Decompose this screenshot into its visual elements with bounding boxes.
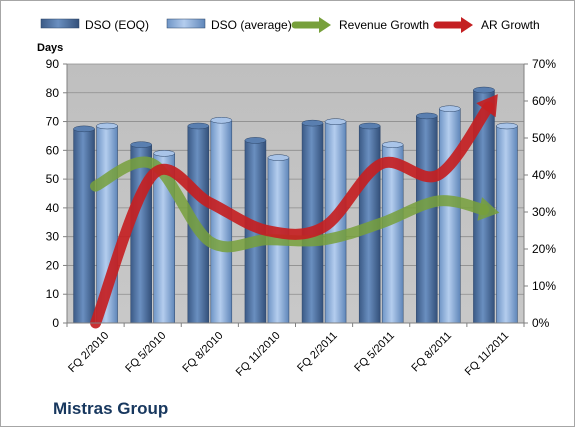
bar-cap (267, 154, 290, 161)
bar-cap (73, 125, 95, 133)
bar (496, 125, 518, 324)
series-arrowhead (477, 197, 500, 221)
right-tick-label: 40% (532, 168, 556, 182)
x-tick-label: FQ 2/2011 (295, 330, 340, 375)
left-tick-label: 80 (46, 86, 60, 100)
right-tick-label: 20% (532, 242, 556, 256)
right-tick-label: 60% (532, 94, 556, 108)
legend-label: AR Growth (481, 18, 540, 32)
legend-swatch (166, 18, 206, 29)
bar-cap (187, 122, 210, 130)
bar (73, 128, 95, 324)
series-line (90, 156, 490, 253)
left-tick-label: 10 (46, 287, 60, 301)
bar-cap (473, 86, 495, 94)
left-tick-label: 40 (46, 201, 60, 215)
legend-swatch-arrow (319, 17, 331, 33)
bar-cap (439, 105, 461, 112)
series-arrowhead (476, 94, 498, 118)
bar-cap (381, 141, 404, 148)
legend-swatch (40, 18, 80, 29)
left-tick-label: 50 (46, 172, 60, 186)
bar (439, 108, 461, 324)
x-tick-label: FQ 5/2010 (123, 330, 168, 375)
legend: DSO (EOQ) DSO (average) Revenue Growth AR G… (40, 17, 540, 33)
x-tick-label: FQ 11/2011 (463, 330, 511, 378)
bar-cap (496, 122, 518, 130)
right-tick-label: 0% (532, 316, 550, 330)
right-tick-label: 30% (532, 205, 556, 219)
x-tick-label: FQ 8/2010 (180, 330, 225, 375)
legend-label: Revenue Growth (339, 18, 429, 32)
left-tick-label: 30 (46, 230, 60, 244)
company-name: Mistras Group (53, 399, 169, 418)
series-line (90, 101, 494, 329)
x-tick-label: FQ 2/2010 (66, 330, 111, 375)
left-tick-label: 60 (46, 143, 60, 157)
bar-cap (130, 141, 152, 148)
right-tick-label: 50% (532, 131, 556, 145)
bar (381, 144, 404, 324)
bar-cap (96, 122, 118, 130)
bar (210, 119, 233, 324)
x-tick-label: FQ 5/2011 (352, 330, 397, 375)
legend-swatch-arrow (461, 17, 473, 33)
bar-cap (210, 116, 233, 124)
line-series (90, 94, 500, 329)
left-tick-label: 90 (46, 57, 60, 71)
legend-label: DSO (EOQ) (85, 18, 149, 32)
legend-label: DSO (average) (211, 18, 292, 32)
right-tick-label: 10% (532, 279, 556, 293)
left-tick-label: 0 (52, 316, 59, 330)
bar-cap (358, 122, 381, 130)
bar-cap (324, 118, 347, 125)
left-tick-label: 70 (46, 115, 60, 129)
bar-cap (153, 150, 175, 157)
bar (416, 115, 438, 324)
right-tick-label: 70% (532, 57, 556, 71)
x-tick-label: FQ 8/2011 (409, 330, 454, 375)
x-tick-label: FQ 11/2010 (234, 330, 283, 379)
left-axis-title: Days (37, 42, 63, 54)
bar-cap (244, 137, 267, 144)
bar-cap (301, 119, 324, 127)
bar-cap (416, 112, 438, 120)
left-tick-label: 20 (46, 258, 60, 272)
